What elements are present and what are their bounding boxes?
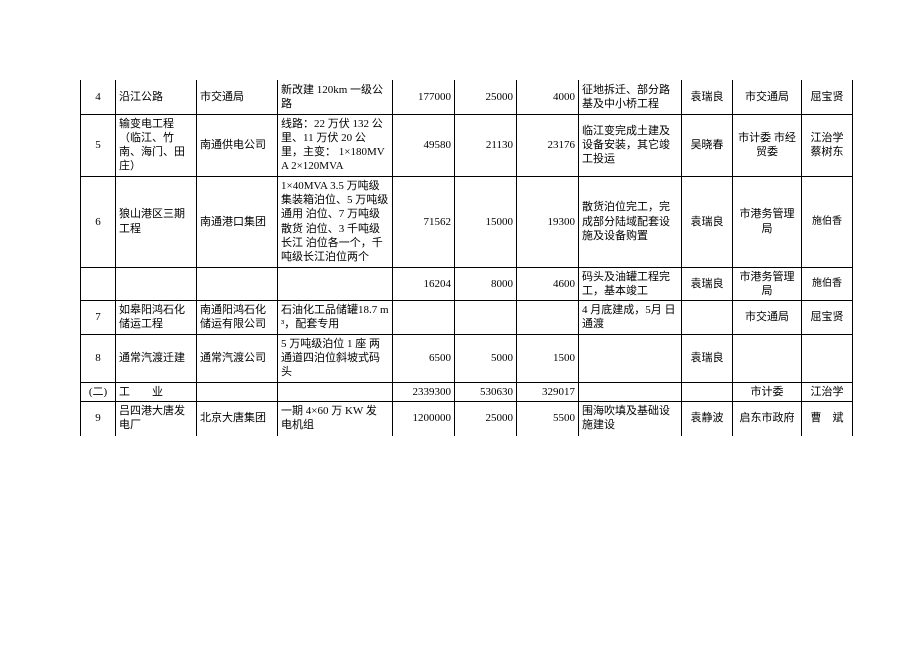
cell-goal: 临江变完成土建及设备安装，其它竣工投运 [579,114,682,176]
cell-num: 7 [81,301,116,335]
cell-v1: 177000 [393,81,455,115]
cell-goal [579,382,682,401]
cell-p1: 袁瑞良 [682,334,733,382]
cell-p1: 袁瑞良 [682,81,733,115]
table-row: 4 沿江公路 市交通局 新改建 120km 一级公路 177000 25000 … [81,81,853,115]
cell-p3: 江治学 蔡树东 [802,114,853,176]
cell-desc [278,267,393,301]
cell-num: 8 [81,334,116,382]
cell-v2: 21130 [455,114,517,176]
cell-v1: 49580 [393,114,455,176]
cell-num: 5 [81,114,116,176]
cell-unit: 市交通局 [197,81,278,115]
cell-v3: 5500 [517,401,579,435]
cell-p2: 市交通局 [733,81,802,115]
cell-v2: 25000 [455,401,517,435]
cell-p3: 施伯香 [802,267,853,301]
table-row: (二) 工 业 2339300 530630 329017 市计委 江治学 [81,382,853,401]
cell-v3: 329017 [517,382,579,401]
cell-p2: 市计委 [733,382,802,401]
cell-p3: 江治学 [802,382,853,401]
cell-v1: 2339300 [393,382,455,401]
cell-v2: 15000 [455,176,517,267]
cell-desc [278,382,393,401]
table-row: 9 吕四港大唐发电厂 北京大唐集团 一期 4×60 万 KW 发 电机组 120… [81,401,853,435]
cell-p2: 市港务管理局 [733,267,802,301]
cell-name: 通常汽渡迁建 [116,334,197,382]
cell-name: 工 业 [116,382,197,401]
cell-v2: 8000 [455,267,517,301]
table-row: 5 输变电工程（临江、竹南、海门、田庄） 南通供电公司 线路：22 万伏 132… [81,114,853,176]
cell-p3: 屈宝贤 [802,81,853,115]
cell-desc: 新改建 120km 一级公路 [278,81,393,115]
table-row: 7 如皋阳鸿石化储运工程 南通阳鸿石化储运有限公司 石油化工品储罐18.7 m³… [81,301,853,335]
cell-num [81,267,116,301]
cell-v3: 23176 [517,114,579,176]
table-row: 8 通常汽渡迁建 通常汽渡公司 5 万吨级泊位 1 座 两通道四泊位斜坡式码头 … [81,334,853,382]
cell-num: 9 [81,401,116,435]
cell-p3: 屈宝贤 [802,301,853,335]
cell-v2: 5000 [455,334,517,382]
cell-v2 [455,301,517,335]
cell-p3: 曹 斌 [802,401,853,435]
cell-unit [197,267,278,301]
table-row: 16204 8000 4600 码头及油罐工程完工，基本竣工 袁瑞良 市港务管理… [81,267,853,301]
cell-p2: 市交通局 [733,301,802,335]
cell-p2: 市计委 市经贸委 [733,114,802,176]
cell-num: 4 [81,81,116,115]
cell-goal: 码头及油罐工程完工，基本竣工 [579,267,682,301]
cell-v2: 530630 [455,382,517,401]
cell-name: 沿江公路 [116,81,197,115]
table-row: 6 狼山港区三期工程 南通港口集团 1×40MVA 3.5 万吨级集装箱泊位、5… [81,176,853,267]
cell-v3: 19300 [517,176,579,267]
cell-unit [197,382,278,401]
cell-desc: 5 万吨级泊位 1 座 两通道四泊位斜坡式码头 [278,334,393,382]
cell-desc: 1×40MVA 3.5 万吨级集装箱泊位、5 万吨级通用 泊位、7 万吨级散货 … [278,176,393,267]
cell-v1 [393,301,455,335]
cell-unit: 南通供电公司 [197,114,278,176]
cell-v1: 6500 [393,334,455,382]
cell-unit: 北京大唐集团 [197,401,278,435]
cell-name [116,267,197,301]
cell-name: 输变电工程（临江、竹南、海门、田庄） [116,114,197,176]
cell-unit: 南通阳鸿石化储运有限公司 [197,301,278,335]
cell-unit: 南通港口集团 [197,176,278,267]
cell-goal: 散货泊位完工，完成部分陆域配套设施及设备购置 [579,176,682,267]
cell-p1: 吴晓春 [682,114,733,176]
cell-p2 [733,334,802,382]
cell-v3: 4600 [517,267,579,301]
cell-v3 [517,301,579,335]
cell-p1 [682,382,733,401]
cell-p2: 市港务管理局 [733,176,802,267]
cell-v1: 16204 [393,267,455,301]
cell-goal: 征地拆迁、部分路基及中小桥工程 [579,81,682,115]
cell-v3: 4000 [517,81,579,115]
cell-goal: 围海吹填及基础设施建设 [579,401,682,435]
cell-num: (二) [81,382,116,401]
cell-p1 [682,301,733,335]
cell-goal [579,334,682,382]
cell-p3: 施伯香 [802,176,853,267]
cell-name: 如皋阳鸿石化储运工程 [116,301,197,335]
cell-desc: 线路：22 万伏 132 公里、11 万伏 20 公 里，主变： 1×180MV… [278,114,393,176]
cell-p2: 启东市政府 [733,401,802,435]
cell-p3 [802,334,853,382]
cell-name: 吕四港大唐发电厂 [116,401,197,435]
cell-v1: 1200000 [393,401,455,435]
cell-num: 6 [81,176,116,267]
cell-desc: 石油化工品储罐18.7 m³，配套专用 [278,301,393,335]
cell-v3: 1500 [517,334,579,382]
cell-p1: 袁瑞良 [682,267,733,301]
cell-desc: 一期 4×60 万 KW 发 电机组 [278,401,393,435]
cell-name: 狼山港区三期工程 [116,176,197,267]
cell-goal: 4 月底建成，5月 日通渡 [579,301,682,335]
cell-p1: 袁瑞良 [682,176,733,267]
cell-unit: 通常汽渡公司 [197,334,278,382]
cell-v2: 25000 [455,81,517,115]
cell-v1: 71562 [393,176,455,267]
cell-p1: 袁静波 [682,401,733,435]
